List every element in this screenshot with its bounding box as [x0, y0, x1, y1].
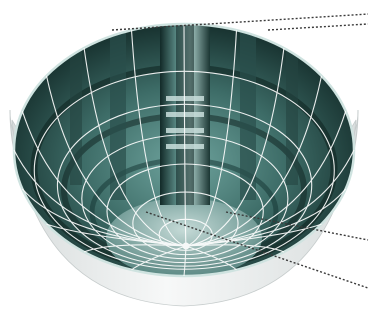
leader-line-3 — [225, 211, 369, 241]
meridian-line — [83, 244, 187, 253]
meridian-line — [185, 48, 285, 247]
meridian-line — [45, 75, 187, 247]
meridian-line — [183, 23, 187, 247]
meridian-line — [13, 149, 187, 247]
meridian-line — [185, 223, 322, 247]
meridian-line — [185, 75, 323, 247]
meridian-line — [21, 110, 187, 247]
meridian-line — [185, 110, 347, 247]
meridian-line — [185, 244, 285, 253]
meridian-line — [185, 245, 237, 271]
leader-line-4 — [145, 211, 369, 289]
pole-point — [182, 242, 190, 250]
leader-lines — [111, 13, 369, 289]
meridian-line — [131, 245, 187, 271]
meridian-line — [83, 48, 187, 247]
grid-overlay — [13, 23, 355, 277]
meridian-line — [185, 30, 238, 247]
meridian-line — [130, 30, 187, 247]
leader-line-1 — [111, 13, 369, 31]
leader-line-2 — [267, 23, 369, 31]
